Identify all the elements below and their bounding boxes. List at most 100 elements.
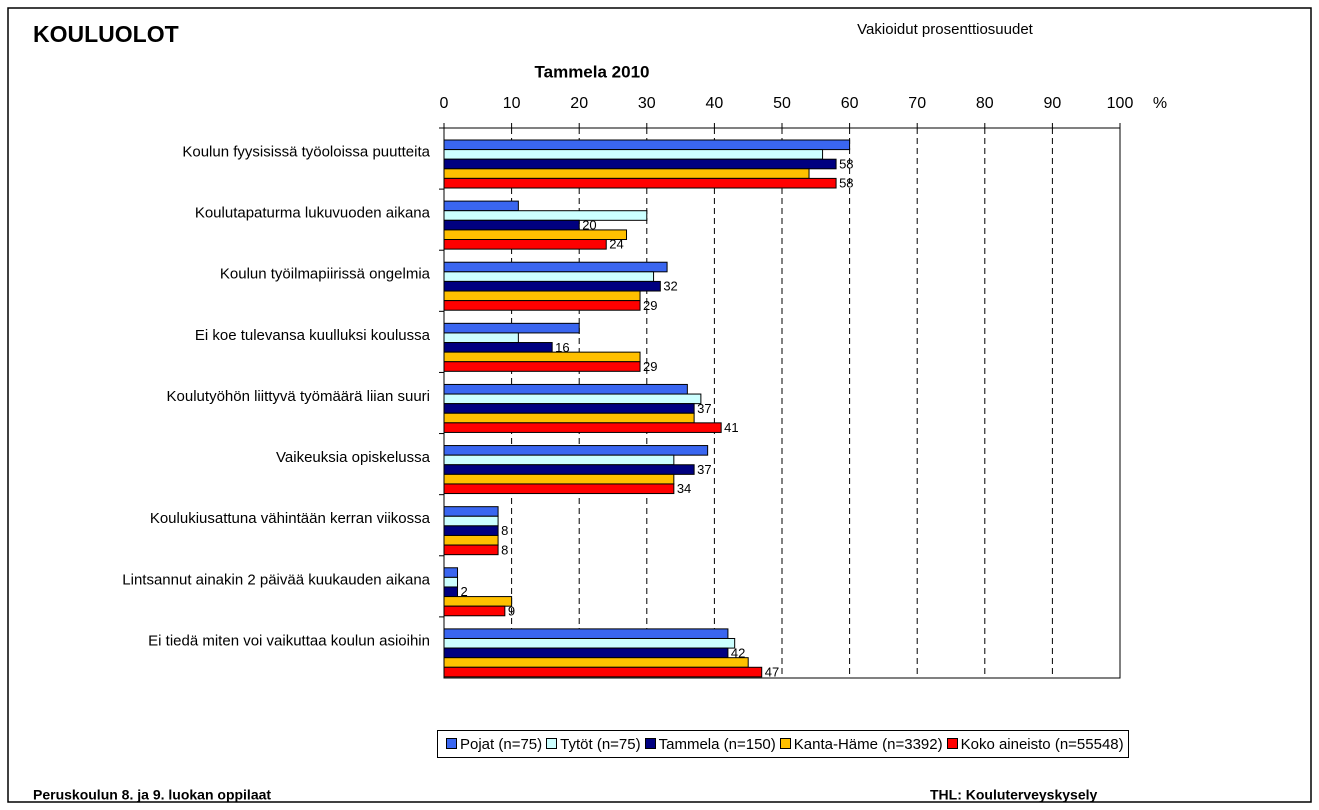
bar <box>443 454 675 466</box>
bar <box>443 586 459 598</box>
bar <box>443 412 695 424</box>
footer-right: THL: Kouluterveyskysely <box>930 787 1097 803</box>
bar <box>443 596 513 607</box>
bar <box>443 637 736 649</box>
bar <box>443 483 675 495</box>
data-label: 37 <box>697 401 711 416</box>
x-tick-label: 100 <box>1107 95 1134 112</box>
bar <box>443 229 628 241</box>
bar <box>443 351 641 363</box>
x-tick-label: 10 <box>503 95 521 112</box>
legend-swatch <box>546 737 558 749</box>
bar <box>443 393 702 405</box>
bar <box>443 657 749 668</box>
data-label: 9 <box>508 603 515 618</box>
data-label: 42 <box>731 645 745 660</box>
bar <box>443 168 810 179</box>
bar <box>443 158 837 170</box>
data-label: 32 <box>663 279 677 294</box>
y-tick-label: Koulun fyysisissä työoloissa puutteita <box>182 144 430 161</box>
legend-label: Pojat (n=75) <box>460 735 543 753</box>
x-tick-label: 0 <box>440 95 449 112</box>
bar <box>443 332 519 344</box>
legend-swatch <box>779 737 791 749</box>
bar <box>443 506 499 517</box>
y-tick-label: Koulun työilmapiirissä ongelmia <box>220 266 431 283</box>
bar <box>443 605 506 617</box>
bar <box>443 261 668 273</box>
chart-title: Tammela 2010 <box>535 62 650 81</box>
legend-item: Pojat (n=75) <box>442 736 542 753</box>
data-label: 34 <box>677 481 691 496</box>
x-tick-label: 40 <box>706 95 724 112</box>
bar <box>443 361 641 372</box>
bar <box>443 300 641 311</box>
data-label: 8 <box>501 523 508 538</box>
bar <box>443 544 499 556</box>
data-label: 37 <box>697 462 711 477</box>
y-tick-label: Koulutyöhön liittyvä työmäärä liian suur… <box>167 388 430 405</box>
y-tick-label: Vaikeuksia opiskelussa <box>276 449 431 466</box>
y-tick-label: Ei koe tulevansa kuulluksi koulussa <box>195 327 431 344</box>
bar <box>443 445 709 456</box>
bar <box>443 473 675 485</box>
bar <box>443 647 729 659</box>
footer-left: Peruskoulun 8. ja 9. luokan oppilaat <box>33 787 271 803</box>
legend-label: Kanta-Häme (n=3392) <box>793 735 943 753</box>
data-label: 29 <box>643 359 657 374</box>
data-label: 58 <box>839 156 853 171</box>
bar <box>443 139 851 151</box>
y-tick-label: Lintsannut ainakin 2 päivää kuukauden ai… <box>122 571 430 588</box>
y-tick-label: Koulutapaturma lukuvuoden aikana <box>195 205 431 222</box>
title: KOULUOLOT <box>33 21 179 47</box>
legend-item: Koko aineisto (n=55548) <box>943 736 1124 753</box>
legend-item: Kanta-Häme (n=3392) <box>776 736 943 753</box>
data-label: 58 <box>839 176 853 191</box>
x-tick-label: 80 <box>976 95 994 112</box>
bar <box>443 239 607 250</box>
x-tick-label: 90 <box>1044 95 1062 112</box>
bar <box>443 210 648 221</box>
bar <box>443 515 499 527</box>
bar <box>443 177 837 189</box>
bar <box>443 464 695 475</box>
bar <box>443 342 553 353</box>
bar <box>443 280 661 292</box>
axis-unit: % <box>1153 95 1167 112</box>
x-tick-label: 30 <box>638 95 656 112</box>
bar <box>443 271 655 282</box>
subtitle: Vakioidut prosenttiosuudet <box>857 21 1034 38</box>
data-label: 47 <box>765 665 779 680</box>
x-tick-label: 50 <box>773 95 791 112</box>
data-label: 16 <box>555 340 569 355</box>
legend-item: Tytöt (n=75) <box>542 735 641 753</box>
bar <box>443 322 580 334</box>
bar <box>443 219 580 231</box>
legend: Pojat (n=75) Tytöt (n=75) Tammela (n=150) K… <box>437 730 1129 758</box>
bar <box>443 534 499 546</box>
legend-swatch <box>946 737 958 749</box>
bar <box>443 525 499 536</box>
y-tick-label: Ei tiedä miten voi vaikuttaa koulun asio… <box>148 632 430 649</box>
x-tick-label: 70 <box>908 95 926 112</box>
data-label: 8 <box>501 542 508 557</box>
bar <box>443 567 459 578</box>
legend-label: Tytöt (n=75) <box>560 735 641 753</box>
bar <box>443 628 729 639</box>
bar <box>443 403 695 414</box>
bar <box>443 200 519 212</box>
bar <box>443 422 722 433</box>
bar <box>443 666 763 678</box>
legend-swatch <box>446 737 457 749</box>
y-tick-label: Koulukiusattuna vähintään kerran viikoss… <box>150 510 431 527</box>
bar <box>443 290 641 302</box>
data-label: 29 <box>643 298 657 313</box>
bar <box>443 576 459 588</box>
bar <box>443 149 824 160</box>
frame <box>7 7 1312 803</box>
data-label: 20 <box>582 218 596 233</box>
data-label: 41 <box>724 420 738 435</box>
x-tick-label: 20 <box>570 95 588 112</box>
